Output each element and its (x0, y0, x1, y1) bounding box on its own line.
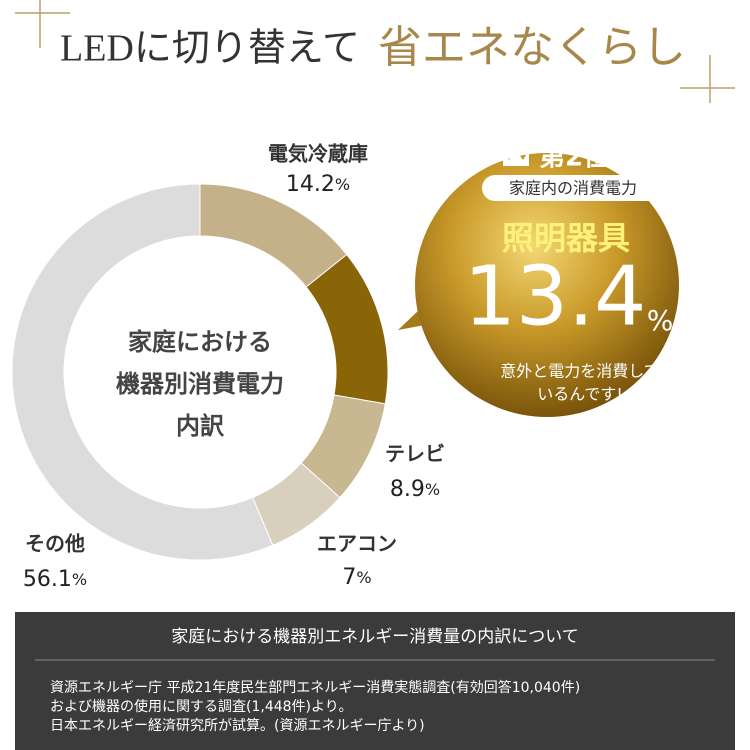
segment-label: テレビ (385, 442, 445, 466)
value-unit: % (335, 175, 350, 194)
segment-label: エアコン (317, 532, 397, 556)
segment-value: 7% (342, 565, 371, 590)
callout-line: 意外と電力を消費して (500, 362, 660, 381)
donut-segment (11, 183, 274, 561)
callout-line: いるんです! (537, 385, 623, 404)
header-accent: 省エネなくらし (378, 23, 686, 72)
value-number: 14.2 (286, 172, 335, 197)
callout-value: 13.4 (464, 249, 647, 344)
footer-note: 資源エネルギー庁 平成21年度民生部門エネルギー消費実態調査(有効回答10,04… (50, 679, 580, 696)
callout-pill (482, 175, 664, 201)
value-number: 7 (342, 565, 356, 590)
callout-subtitle: 家庭内の消費電力 (509, 179, 637, 198)
footer-box (15, 612, 735, 750)
donut-segment (305, 253, 389, 405)
footer-title: 家庭における機器別エネルギー消費量の内訳について (171, 627, 579, 647)
corner-frame (15, 0, 735, 103)
center-label-line: 機器別消費電力 (116, 370, 284, 398)
crown-icon (503, 150, 529, 166)
donut-chart (11, 183, 389, 561)
segment-label: その他 (25, 532, 85, 556)
callout-rank: 第2位! (539, 142, 621, 173)
center-label-line: 家庭における (128, 328, 272, 356)
value-unit: % (356, 568, 371, 587)
callout-circle (415, 153, 679, 417)
center-label: 家庭における 機器別消費電力 内訳 (116, 328, 284, 440)
footer-note: 日本エネルギー経済研究所が試算。(資源エネルギー庁より) (50, 718, 425, 734)
segment-value: 8.9% (390, 477, 440, 502)
segment-value: 56.1% (23, 567, 87, 592)
callout-category: 照明器具 (502, 219, 630, 257)
header-title: LEDに切り替えて (60, 28, 360, 70)
value-number: 8.9 (390, 477, 425, 502)
footer-note: および機器の使用に関する調査(1,448件)より。 (50, 698, 352, 715)
callout: 第2位! 家庭内の消費電力 照明器具 13.4 % 意外と電力を消費して いるん… (398, 142, 679, 417)
callout-unit: % (647, 304, 674, 337)
center-label-line: 内訳 (176, 412, 225, 440)
segment-value: 14.2% (286, 172, 350, 197)
segment-label: 電気冷蔵庫 (268, 142, 368, 166)
value-unit: % (72, 570, 87, 589)
value-number: 56.1 (23, 567, 72, 592)
value-unit: % (425, 480, 440, 499)
